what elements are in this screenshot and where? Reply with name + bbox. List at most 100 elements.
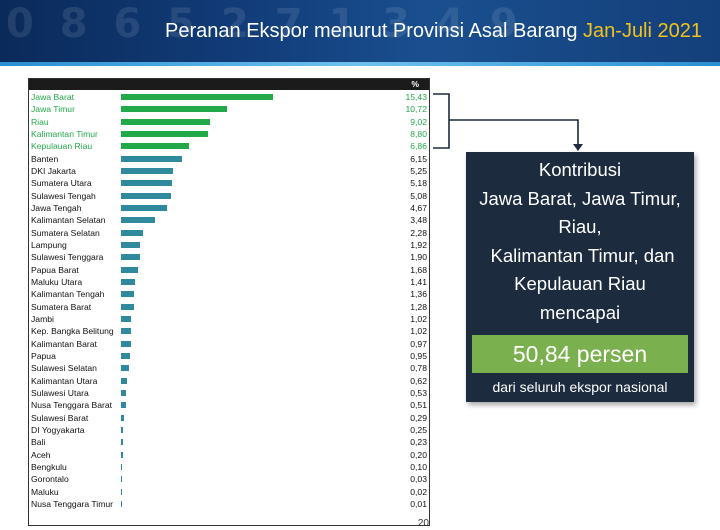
share-value: 0,02	[410, 486, 427, 497]
table-row: Sulawesi Barat 0,29	[29, 412, 429, 424]
province-label: Jambi	[31, 313, 54, 324]
table-row: Bali 0,23	[29, 436, 429, 448]
share-bar	[121, 500, 122, 507]
summary-heading-line: Kepulauan Riau	[514, 273, 646, 294]
province-label: Riau	[31, 116, 49, 127]
share-bar	[121, 241, 140, 248]
share-value: 0,01	[410, 498, 427, 509]
province-label: Kalimantan Barat	[31, 338, 97, 349]
summary-value: 50,84 persen	[472, 335, 688, 373]
table-row: Sulawesi Utara 0,53	[29, 387, 429, 399]
table-row: Papua Barat 1,68	[29, 264, 429, 276]
table-row: Banten 6,15	[29, 153, 429, 165]
banner-decoration: 0 8 6 5 2 7 1 3 4 9	[6, 1, 524, 47]
province-label: Jawa Timur	[31, 104, 75, 115]
table-row: Jambi 1,02	[29, 313, 429, 325]
share-value: 0,03	[410, 474, 427, 485]
province-label: Banten	[31, 153, 59, 164]
page-number: 20	[417, 518, 429, 529]
table-row: DKI Jakarta 5,25	[29, 165, 429, 177]
table-row: Gorontalo 0,03	[29, 473, 429, 485]
share-value: 1,36	[410, 289, 427, 300]
share-bar	[121, 278, 135, 285]
share-bar	[121, 476, 122, 483]
share-bar	[121, 155, 182, 162]
share-bar	[121, 451, 123, 458]
share-bar	[121, 439, 124, 446]
table-row: Sumatera Barat 1,28	[29, 301, 429, 313]
share-value: 0,62	[410, 375, 427, 386]
share-value: 6,86	[410, 141, 427, 152]
share-bar	[121, 488, 122, 495]
province-label: Sulawesi Selatan	[31, 363, 97, 374]
province-label: Kalimantan Tengah	[31, 289, 105, 300]
arrow-head-icon	[573, 144, 583, 151]
province-label: Kalimantan Utara	[31, 375, 98, 386]
province-label: Nusa Tenggara Timur	[31, 498, 114, 509]
share-bar	[121, 192, 172, 199]
province-label: Bali	[31, 437, 46, 448]
table-row: Jawa Barat 15,43	[29, 91, 429, 103]
share-bar	[121, 167, 173, 174]
share-bar	[121, 352, 131, 359]
title-period: Jan-Juli 2021	[583, 20, 702, 42]
share-bar	[121, 217, 156, 224]
province-label: Maluku Utara	[31, 276, 83, 287]
share-bar	[121, 130, 208, 137]
share-value: 1,92	[410, 239, 427, 250]
share-bar	[121, 204, 167, 211]
table-row: Nusa Tenggara Barat 0,51	[29, 399, 429, 411]
table-row: Sulawesi Selatan 0,78	[29, 362, 429, 374]
table-row: Kalimantan Barat 0,97	[29, 338, 429, 350]
export-share-table: % Jawa Barat 15,43 Jawa Timur 10,72 Riau 9,02…	[28, 78, 430, 529]
share-value: 4,67	[410, 202, 427, 213]
share-bar	[121, 266, 138, 273]
share-value: 1,28	[410, 301, 427, 312]
table-row: Maluku Utara 1,41	[29, 276, 429, 288]
share-value: 5,25	[410, 165, 427, 176]
summary-heading-line: Jawa Barat, Jawa Timur,	[479, 187, 681, 209]
share-value: 10,72	[405, 104, 427, 115]
share-value: 0,53	[410, 387, 427, 398]
share-value: 9,02	[410, 116, 427, 127]
share-bar	[121, 229, 144, 236]
table-header: %	[29, 79, 429, 90]
table-row: Papua 0,95	[29, 350, 429, 362]
province-label: Sumatera Barat	[31, 301, 92, 312]
table-row: Maluku 0,02	[29, 486, 429, 498]
province-label: Sulawesi Tengah	[31, 190, 96, 201]
share-bar	[121, 426, 124, 433]
share-bar	[121, 377, 128, 384]
share-bar	[121, 254, 140, 261]
share-value: 0,29	[410, 412, 427, 423]
share-bar	[121, 402, 127, 409]
province-label: Papua	[31, 350, 56, 361]
summary-heading-line: mencapai	[539, 301, 621, 323]
summary-box: Kontribusi Jawa Barat, Jawa Timur, Riau, K…	[466, 152, 694, 402]
share-bar	[121, 340, 131, 347]
share-value: 1,02	[410, 313, 427, 324]
share-bar	[121, 463, 122, 470]
table-row: Sumatera Utara 5,18	[29, 177, 429, 189]
province-label: Kep. Bangka Belitung	[31, 326, 114, 337]
share-value: 1,02	[410, 326, 427, 337]
table-row: Aceh 0,20	[29, 449, 429, 461]
table-row: Kep. Bangka Belitung 1,02	[29, 325, 429, 337]
share-value: 1,68	[410, 264, 427, 275]
share-value: 0,20	[410, 449, 427, 460]
share-value: 5,08	[410, 190, 427, 201]
province-label: Papua Barat	[31, 264, 79, 275]
province-label: Jawa Barat	[31, 92, 74, 102]
table-row: Nusa Tenggara Timur 0,01	[29, 498, 429, 510]
table-row: Kalimantan Timur 8,80	[29, 128, 429, 140]
table-row: Sulawesi Tengah 5,08	[29, 190, 429, 202]
share-value: 6,15	[410, 153, 427, 164]
table-row: Kepulauan Riau 6,86	[29, 140, 429, 152]
summary-heading-line: Kontribusi	[538, 159, 622, 180]
share-value: 1,41	[410, 276, 427, 287]
share-value: 15,43	[405, 92, 427, 102]
table-row: Kalimantan Selatan 3,48	[29, 214, 429, 226]
province-label: Sumatera Utara	[31, 178, 92, 189]
province-label: Sumatera Selatan	[31, 227, 100, 238]
banner-stripe	[0, 62, 720, 66]
